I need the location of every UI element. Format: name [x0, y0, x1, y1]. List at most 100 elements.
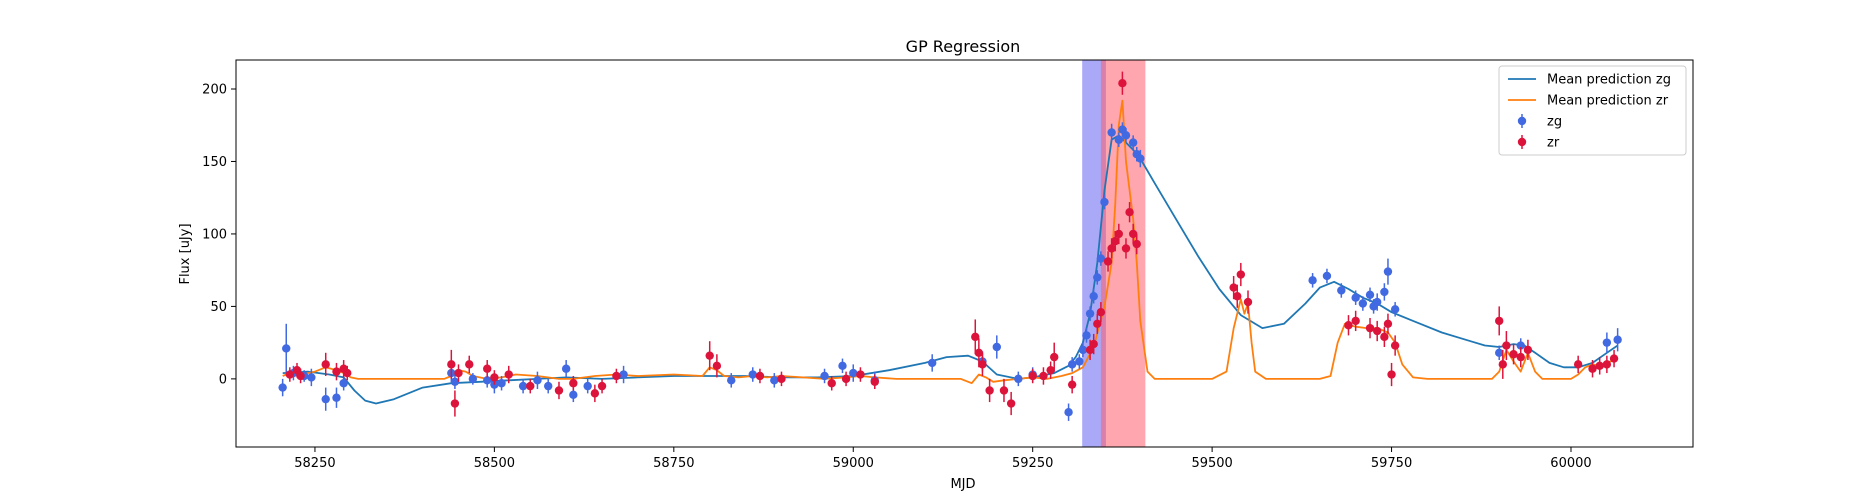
- data-point-zg: [1613, 335, 1622, 344]
- data-point-zr: [1351, 316, 1360, 326]
- legend: Mean prediction zg Mean prediction zr zg zr: [1498, 65, 1687, 156]
- data-point-zr: [1128, 229, 1138, 239]
- data-point-zr: [1107, 244, 1116, 253]
- data-point-zg: [1602, 338, 1612, 347]
- data-point-zr: [1595, 361, 1604, 371]
- data-point-zg: [569, 390, 578, 400]
- data-point-zr: [1132, 239, 1141, 249]
- data-point-zr: [1050, 352, 1059, 362]
- legend-label: Mean prediction zg: [1547, 73, 1671, 88]
- data-point-zg: [1128, 138, 1138, 147]
- data-point-zg: [278, 383, 287, 392]
- data-point-zg: [849, 368, 858, 378]
- data-point-zg: [1337, 286, 1346, 295]
- data-point-zg: [339, 379, 348, 388]
- data-point-zg: [1322, 271, 1332, 281]
- data-point-zr: [1588, 364, 1597, 373]
- data-point-zg: [1308, 276, 1317, 285]
- data-point-zr: [1103, 257, 1113, 266]
- x-tick-label: 58500: [474, 456, 515, 471]
- data-point-zr: [612, 371, 621, 381]
- data-point-zr: [1006, 399, 1016, 408]
- data-point-zg: [619, 370, 628, 379]
- data-point-zr: [526, 381, 535, 391]
- data-point-zr: [755, 371, 765, 381]
- data-point-zg: [1114, 135, 1124, 144]
- data-point-zg: [770, 376, 779, 385]
- data-point-zr: [1121, 244, 1131, 253]
- data-point-zr: [999, 386, 1009, 395]
- data-point-zg: [1136, 154, 1145, 163]
- data-point-zr: [1502, 341, 1511, 350]
- data-point-zr: [447, 360, 456, 369]
- data-point-zr: [1509, 350, 1518, 359]
- data-point-zg: [450, 377, 460, 386]
- data-point-zr: [1609, 354, 1619, 363]
- data-point-zg: [583, 381, 592, 391]
- data-point-zr: [827, 379, 836, 388]
- data-point-zg: [307, 373, 316, 382]
- data-point-zg: [1100, 197, 1109, 207]
- data-point-zr: [450, 399, 460, 408]
- axes-layer: 58250 58500 58750 59000 59250 59500 59750 60000…: [202, 82, 1591, 471]
- data-point-zg: [1351, 293, 1360, 302]
- y-tick-label: 150: [202, 155, 227, 170]
- data-point-zg: [518, 381, 528, 391]
- x-tick-label: 58750: [653, 456, 694, 471]
- x-tick-label: 58250: [294, 456, 335, 471]
- data-point-zg: [1121, 131, 1131, 140]
- data-point-zr: [1344, 321, 1353, 330]
- data-point-zr: [1498, 360, 1508, 369]
- line-layer: [282, 99, 1619, 405]
- data-point-zr: [841, 374, 851, 384]
- data-point-zr: [1390, 341, 1400, 350]
- data-point-zg: [1107, 128, 1116, 137]
- x-tick-label: 59500: [1191, 456, 1232, 471]
- data-point-zr: [597, 381, 607, 391]
- data-point-zg: [1372, 297, 1382, 307]
- data-point-zg: [533, 376, 542, 385]
- data-point-zr: [1118, 78, 1127, 88]
- data-point-zr: [1089, 339, 1098, 349]
- data-point-zg: [992, 342, 1001, 352]
- x-axis-label: MJD: [950, 477, 975, 492]
- legend-swatch-marker: [1517, 116, 1527, 126]
- data-point-zg: [468, 374, 478, 384]
- chart-title: GP Regression: [906, 37, 1021, 56]
- data-point-zr: [483, 364, 492, 373]
- data-point-zr: [985, 386, 994, 395]
- data-point-zr: [1039, 371, 1048, 381]
- data-point-zr: [705, 351, 714, 360]
- legend-label: zr: [1547, 136, 1560, 151]
- data-point-zr: [332, 367, 341, 376]
- plot-frame: [235, 59, 1694, 448]
- data-point-zg: [928, 358, 937, 368]
- data-point-zr: [285, 370, 295, 379]
- data-point-zg: [1082, 331, 1091, 340]
- data-point-zg: [282, 344, 291, 353]
- data-point-zg: [748, 370, 757, 379]
- data-point-zg: [1093, 273, 1102, 282]
- legend-label: Mean prediction zr: [1547, 94, 1669, 109]
- legend-label: zg: [1547, 115, 1562, 130]
- data-point-zr: [465, 360, 474, 369]
- data-point-zg: [1089, 292, 1098, 301]
- data-point-zr: [1602, 360, 1612, 369]
- data-point-zr: [554, 386, 564, 395]
- data-point-zr: [569, 379, 578, 388]
- data-point-zg: [1383, 267, 1393, 276]
- legend-swatch-marker: [1517, 137, 1527, 147]
- y-tick-label: 100: [202, 227, 227, 242]
- data-point-zr: [1096, 308, 1106, 317]
- data-point-zg: [1085, 309, 1095, 318]
- y-axis-label: Flux [uJy]: [178, 223, 193, 284]
- data-point-zr: [296, 371, 305, 381]
- data-point-zr: [1243, 297, 1253, 307]
- y-tick-label: 0: [219, 372, 227, 387]
- data-point-zr: [1387, 370, 1396, 379]
- data-point-zr: [1028, 371, 1037, 381]
- data-point-zr: [321, 360, 330, 369]
- data-point-zr: [1380, 332, 1389, 342]
- data-point-zr: [974, 348, 984, 357]
- x-tick-label: 59750: [1371, 456, 1412, 471]
